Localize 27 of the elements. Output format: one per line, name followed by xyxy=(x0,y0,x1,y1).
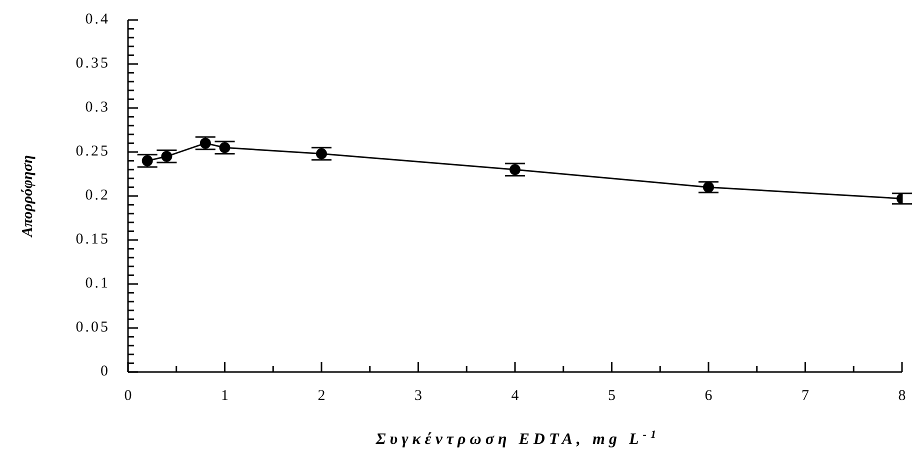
point xyxy=(703,182,714,193)
x-tick-label: 5 xyxy=(608,388,616,404)
point xyxy=(142,155,153,166)
x-tick-label: 2 xyxy=(318,388,326,404)
point xyxy=(316,148,327,160)
point xyxy=(161,150,172,162)
y-tick-label: 0.35 xyxy=(76,55,110,72)
x-axis-title: Συγκέντρωση EDTA, mg L$^{-1}$ xyxy=(374,429,660,448)
y-tick-label: 0.3 xyxy=(85,99,110,116)
y-tick-label: 0.15 xyxy=(76,231,110,248)
y-tick-label: 0.1 xyxy=(85,275,110,292)
y-tick-label: 0.4 xyxy=(85,11,110,28)
point xyxy=(200,138,211,149)
point xyxy=(510,164,520,176)
x-tick-label: 4 xyxy=(511,388,520,404)
x-tick-label: 0 xyxy=(124,388,132,404)
point xyxy=(219,142,230,154)
x-tick-label: 6 xyxy=(704,388,713,404)
x-tick-label: 7 xyxy=(802,388,810,404)
y-tick-label: 0.05 xyxy=(76,319,110,336)
y-tick-label: 0.2 xyxy=(85,187,110,204)
x-tick-label: 3 xyxy=(414,388,422,404)
y-axis-title: Απορρόφηση xyxy=(20,155,36,238)
y-tick-label: 0.25 xyxy=(76,143,110,160)
x-tick-label: 8 xyxy=(898,388,906,404)
y-tick-label: 0 xyxy=(100,363,110,380)
x-tick-label: 1 xyxy=(221,388,228,404)
